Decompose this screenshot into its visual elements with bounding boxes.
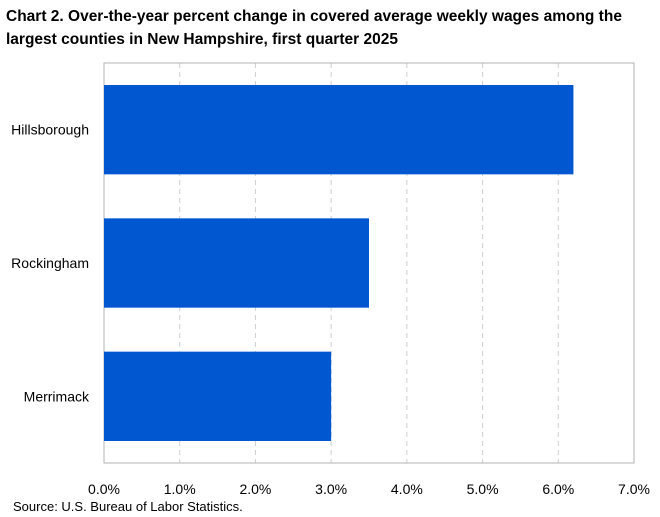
x-tick-labels: 0.0% 1.0% 2.0% 3.0% 4.0% 5.0% 6.0% 7.0% (88, 481, 650, 497)
x-tick-label: 7.0% (618, 481, 650, 497)
source-note: Source: U.S. Bureau of Labor Statistics. (13, 499, 243, 514)
bar-merrimack (104, 351, 332, 441)
x-tick-label: 3.0% (315, 481, 347, 497)
chart-title: Chart 2. Over-the-year percent change in… (6, 8, 622, 48)
x-tick-label: 4.0% (391, 481, 423, 497)
bars (104, 85, 574, 441)
x-tick-label: 2.0% (239, 481, 271, 497)
bar-rockingham (104, 218, 369, 308)
category-label-rockingham: Rockingham (11, 255, 89, 271)
x-tick-label: 0.0% (88, 481, 120, 497)
category-labels: Hillsborough Rockingham Merrimack (11, 122, 90, 405)
category-label-hillsborough: Hillsborough (11, 122, 89, 138)
bar-hillsborough (104, 85, 574, 175)
x-tick-label: 6.0% (542, 481, 574, 497)
category-label-merrimack: Merrimack (24, 388, 90, 404)
x-tick-label: 5.0% (467, 481, 499, 497)
x-tick-label: 1.0% (164, 481, 196, 497)
